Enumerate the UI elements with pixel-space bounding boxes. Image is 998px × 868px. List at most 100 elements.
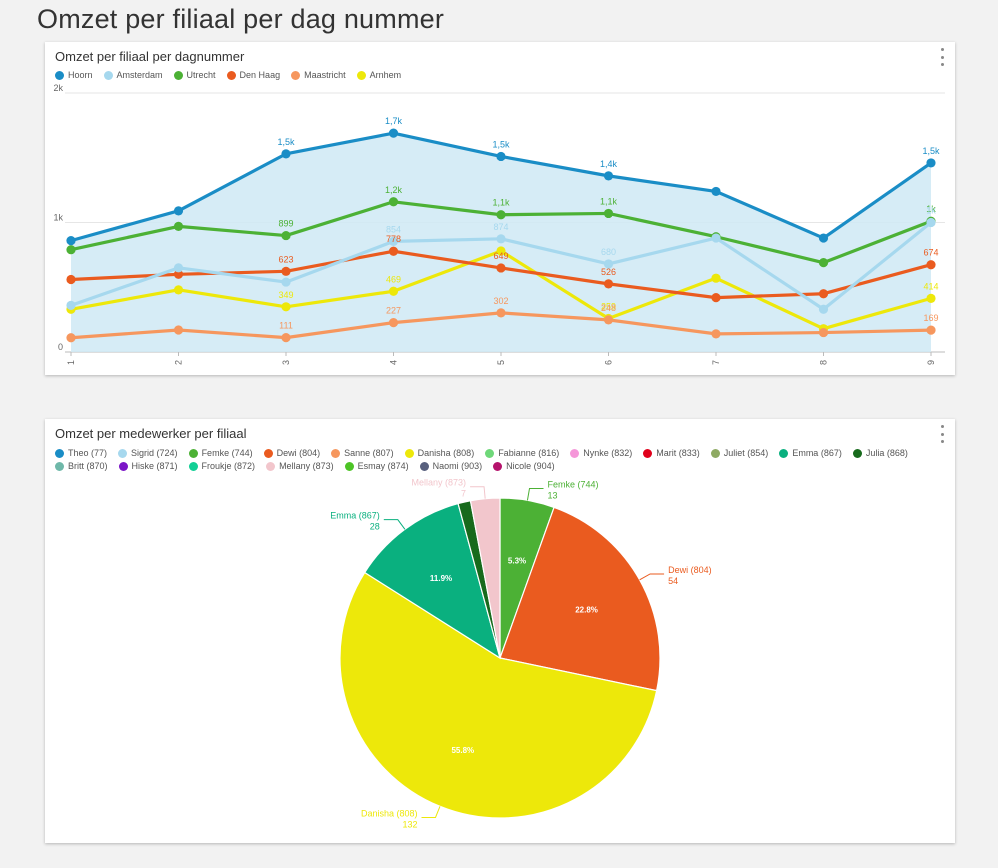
legend-item-fabianne[interactable]: Fabianne (816) [485, 448, 559, 458]
data-point-hoorn[interactable] [66, 236, 76, 246]
data-label-hoorn: 1,5k [277, 137, 295, 147]
legend-item-theo[interactable]: Theo (77) [55, 448, 107, 458]
data-point-amsterdam[interactable] [66, 300, 76, 310]
legend-label: Dewi (804) [276, 448, 321, 458]
data-point-den-haag[interactable] [281, 266, 291, 276]
legend-item-froukje[interactable]: Froukje (872) [188, 461, 255, 471]
legend-item-naomi[interactable]: Naomi (903) [419, 461, 482, 471]
legend-item-utrecht[interactable]: Utrecht [173, 70, 216, 80]
legend-item-nicole[interactable]: Nicole (904) [493, 461, 555, 471]
data-point-arnhem[interactable] [281, 302, 291, 312]
data-point-den-haag[interactable] [66, 274, 76, 285]
data-point-amsterdam[interactable] [711, 233, 721, 243]
data-label-utrecht: 899 [278, 219, 293, 229]
legend-label: Amsterdam [116, 70, 163, 80]
legend-item-sanne[interactable]: Sanne (807) [331, 448, 394, 458]
data-point-hoorn[interactable] [496, 151, 506, 162]
data-point-hoorn[interactable] [603, 171, 614, 181]
data-point-den-haag[interactable] [818, 289, 829, 299]
legend-item-julia[interactable]: Julia (868) [852, 448, 908, 458]
legend-item-mellany[interactable]: Mellany (873) [266, 461, 334, 471]
legend-label: Juliet (854) [723, 448, 769, 458]
data-point-amsterdam[interactable] [603, 259, 614, 269]
data-point-maastricht[interactable] [173, 325, 184, 335]
data-point-hoorn[interactable] [173, 206, 184, 216]
data-point-arnhem[interactable] [926, 293, 936, 303]
y-tick-label: 2k [53, 83, 63, 93]
data-point-den-haag[interactable] [496, 263, 506, 273]
data-point-hoorn[interactable] [818, 233, 829, 243]
page-title: Omzet per filiaal per dag nummer [37, 4, 445, 34]
data-point-utrecht[interactable] [496, 210, 506, 220]
data-point-amsterdam[interactable] [496, 234, 506, 244]
data-point-arnhem[interactable] [711, 273, 721, 283]
data-point-amsterdam[interactable] [281, 277, 291, 287]
legend-item-sigrid[interactable]: Sigrid (724) [118, 448, 178, 458]
data-point-arnhem[interactable] [388, 286, 399, 296]
legend-item-hiske[interactable]: Hiske (871) [118, 461, 178, 471]
legend-item-britt[interactable]: Britt (870) [55, 461, 108, 471]
legend-label: Den Haag [239, 70, 281, 80]
data-point-amsterdam[interactable] [173, 263, 184, 273]
legend-item-emma[interactable]: Emma (867) [779, 448, 842, 458]
data-point-den-haag[interactable] [388, 246, 399, 256]
legend-item-danisha[interactable]: Danisha (808) [404, 448, 474, 458]
legend-item-nynke[interactable]: Nynke (832) [570, 448, 632, 458]
callout-leader-line [526, 488, 544, 501]
legend-item-den-haag[interactable]: Den Haag [226, 70, 281, 80]
data-point-hoorn[interactable] [281, 149, 291, 159]
x-tick-label: 1 [66, 360, 76, 365]
data-label-maastricht: 111 [279, 321, 293, 331]
data-point-maastricht[interactable] [711, 329, 721, 339]
data-point-arnhem[interactable] [496, 246, 506, 256]
data-point-utrecht[interactable] [173, 221, 184, 231]
callout-leader-line [639, 573, 665, 581]
data-point-maastricht[interactable] [66, 333, 76, 343]
data-label-amsterdam: 1k [926, 206, 936, 216]
pie-percent-label: 5.3% [508, 556, 526, 565]
data-point-hoorn[interactable] [926, 158, 936, 168]
data-point-maastricht[interactable] [926, 325, 936, 335]
data-point-den-haag[interactable] [711, 293, 721, 303]
data-point-amsterdam[interactable] [926, 217, 936, 228]
legend-item-maastricht[interactable]: Maastricht [291, 70, 346, 80]
data-point-utrecht[interactable] [388, 197, 399, 207]
data-point-maastricht[interactable] [496, 308, 506, 318]
data-point-hoorn[interactable] [388, 128, 399, 138]
legend-item-arnhem[interactable]: Arnhem [356, 70, 401, 80]
data-point-utrecht[interactable] [281, 230, 291, 241]
legend-item-amsterdam[interactable]: Amsterdam [103, 70, 163, 80]
kebab-menu-icon[interactable] [939, 48, 945, 66]
legend-item-dewi[interactable]: Dewi (804) [263, 448, 321, 458]
legend-marker [356, 70, 366, 80]
legend-item-esmay[interactable]: Esmay (874) [344, 461, 409, 471]
data-point-utrecht[interactable] [818, 258, 829, 268]
data-point-amsterdam[interactable] [388, 236, 399, 247]
callout-name-label: Emma (867) [330, 511, 380, 521]
pie-slice-danisha[interactable] [339, 571, 658, 819]
legend-item-femke[interactable]: Femke (744) [188, 448, 253, 458]
data-point-maastricht[interactable] [818, 327, 829, 338]
data-point-maastricht[interactable] [603, 315, 614, 325]
kebab-menu-icon[interactable] [939, 425, 945, 443]
data-point-amsterdam[interactable] [818, 304, 829, 314]
data-point-den-haag[interactable] [926, 260, 936, 270]
legend-marker [404, 448, 414, 458]
legend-label: Britt (870) [68, 461, 108, 471]
data-point-maastricht[interactable] [388, 318, 399, 328]
legend-marker [570, 448, 580, 458]
data-point-hoorn[interactable] [711, 186, 721, 197]
data-label-arnhem: 469 [386, 274, 401, 284]
legend-item-hoorn[interactable]: Hoorn [55, 70, 93, 80]
data-point-den-haag[interactable] [173, 269, 184, 279]
data-point-utrecht[interactable] [66, 245, 76, 255]
data-point-maastricht[interactable] [281, 333, 291, 343]
data-point-den-haag[interactable] [603, 279, 614, 289]
legend-item-juliet[interactable]: Juliet (854) [710, 448, 769, 458]
data-point-arnhem[interactable] [173, 285, 184, 295]
data-label-den-haag: 674 [923, 248, 938, 258]
data-point-utrecht[interactable] [603, 208, 614, 219]
legend-item-marit[interactable]: Marit (833) [643, 448, 700, 458]
line-chart-title: Omzet per filiaal per dagnummer [55, 49, 245, 64]
legend-label: Femke (744) [201, 448, 253, 458]
